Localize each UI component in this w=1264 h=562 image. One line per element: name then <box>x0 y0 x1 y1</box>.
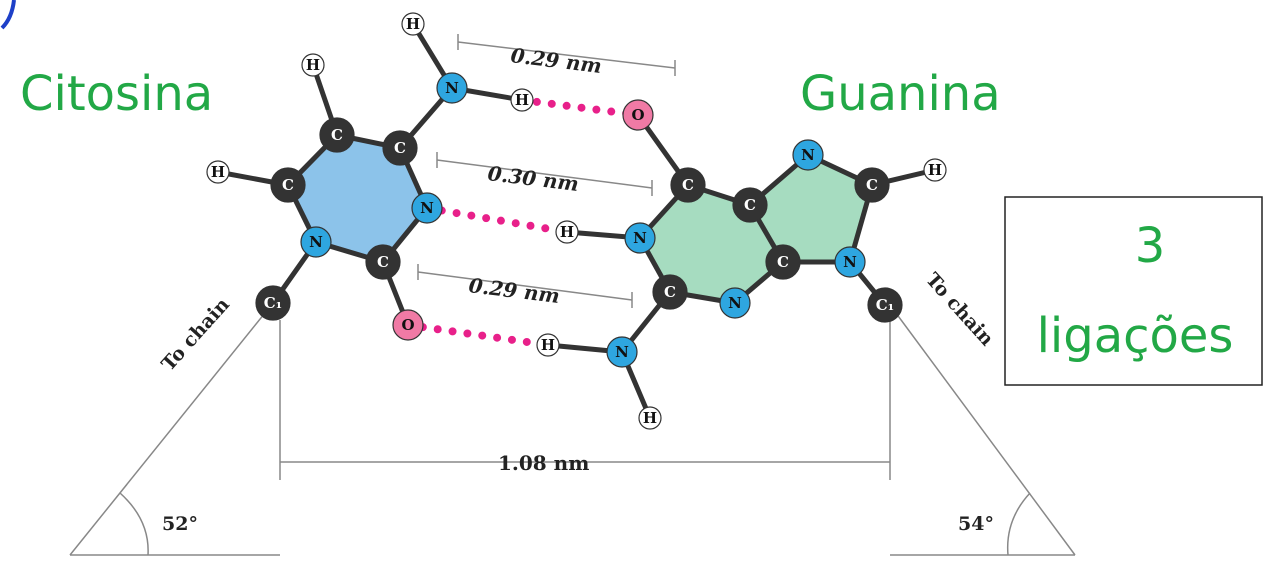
measure-lines <box>69 34 1076 556</box>
atom-label: H <box>643 409 657 427</box>
bond-count-box <box>1004 196 1263 386</box>
atom-label: H <box>515 91 529 109</box>
atom <box>652 274 688 310</box>
atom-label: H <box>560 223 574 241</box>
chain-label: To chain <box>157 294 234 376</box>
atom <box>382 130 418 166</box>
atom-label: C <box>866 176 878 194</box>
atom-label: N <box>801 146 815 164</box>
atom <box>255 285 291 321</box>
atom-label: C <box>377 253 389 271</box>
atom <box>270 167 306 203</box>
chain-label: To chain <box>921 269 998 351</box>
atom <box>300 226 332 258</box>
atom-label: H <box>541 336 555 354</box>
distance: 1.08 nm <box>498 451 589 475</box>
atom <box>854 167 890 203</box>
bond-count: 3 <box>1135 218 1166 274</box>
distance: 0.29 nm <box>509 43 603 78</box>
atom-label: C <box>394 139 406 157</box>
atom <box>206 160 230 184</box>
atom-label: N <box>445 79 459 97</box>
atom <box>923 158 947 182</box>
bond-word: ligações <box>1037 308 1234 364</box>
atom-label: C <box>744 196 756 214</box>
atom <box>436 72 468 104</box>
distance: 0.29 nm <box>467 273 561 308</box>
atom-label: H <box>406 15 420 33</box>
atom <box>411 192 443 224</box>
atom <box>834 246 866 278</box>
atom <box>301 53 325 77</box>
atom <box>365 244 401 280</box>
atom-label: N <box>633 229 647 247</box>
atom <box>319 117 355 153</box>
atom-label: C <box>664 283 676 301</box>
hydrogen-bond <box>518 96 642 119</box>
atom-label: H <box>211 163 225 181</box>
atom <box>867 287 903 323</box>
atom-label: N <box>843 253 857 271</box>
atom-label: C <box>777 253 789 271</box>
atom <box>536 333 560 357</box>
hydrogen-bond <box>423 204 571 236</box>
atom <box>606 336 638 368</box>
angle: 52° <box>162 513 198 535</box>
atom <box>765 244 801 280</box>
atom <box>732 187 768 223</box>
atom-label: O <box>631 106 644 124</box>
atom-label: N <box>309 233 323 251</box>
atom-label: C₁ <box>876 296 895 314</box>
atom <box>792 139 824 171</box>
atom-label: N <box>615 343 629 361</box>
atom-label: H <box>928 161 942 179</box>
atom-label: H <box>306 56 320 74</box>
left-label: Citosina <box>20 66 213 122</box>
atom <box>510 88 534 112</box>
angle: 54° <box>958 513 994 535</box>
atom <box>555 220 579 244</box>
hydrogen-bond <box>404 321 552 349</box>
atom-label: C₁ <box>264 294 283 312</box>
atom <box>719 287 751 319</box>
atoms: C C N C N C H H N H H C₁ O O C C C N C N N C N H C₁ H N H H <box>206 12 947 430</box>
atom <box>670 167 706 203</box>
atom-label: C <box>331 126 343 144</box>
atom <box>624 222 656 254</box>
right-label: Guanina <box>800 66 1001 122</box>
atom-label: C <box>682 176 694 194</box>
atom-label: C <box>282 176 294 194</box>
distance: 0.30 nm <box>486 161 580 196</box>
atom-label: O <box>401 316 414 334</box>
atom <box>622 99 654 131</box>
atom <box>401 12 425 36</box>
atom-label: N <box>728 294 742 312</box>
decoration <box>0 0 16 30</box>
atom <box>392 309 424 341</box>
atom <box>638 406 662 430</box>
atom-label: N <box>420 199 434 217</box>
